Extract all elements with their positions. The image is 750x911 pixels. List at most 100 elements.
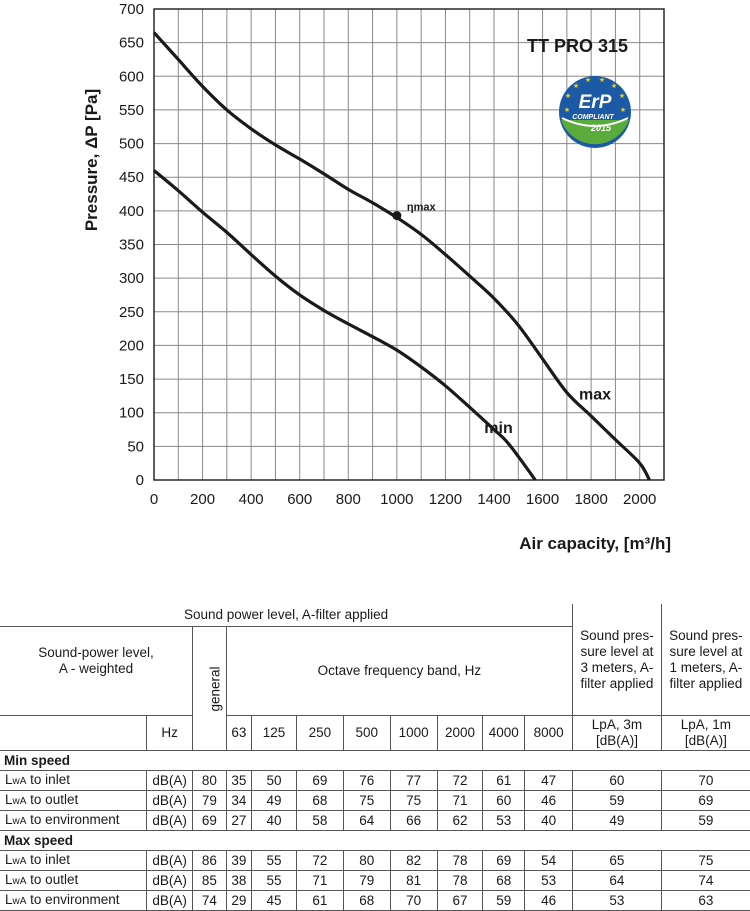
lwa-subscript: wA [12,855,27,867]
row-label: LwA to environment [0,810,148,831]
badge-year-text: 2015 [590,123,612,133]
section-title: Min speed [0,750,750,771]
band-cell: 61 [482,770,526,791]
table-row: LwA to environment dB(A) 69 27 40 58 64 66 62 53 4… [0,810,750,831]
lpa-3m-cell: 64 [572,870,662,891]
band-cell: 55 [251,870,297,891]
band-cell: 49 [251,790,297,811]
band-cell: 27 [225,810,253,831]
x-tick-labels: 0 200 400 600 800 1000 1200 1400 1600 1800 2000 [150,491,657,508]
lpa-3m-cell: 49 [572,810,662,831]
sound-power-header: Sound power level, A-filter applied [0,604,574,627]
lpa-1m-cell: 74 [660,870,750,891]
general-cell: 85 [192,870,227,891]
svg-text:★: ★ [611,82,617,90]
band-cell: 75 [389,790,438,811]
row-label-text: to inlet [26,851,70,867]
y-tick-label: 0 [136,472,144,489]
lpa-3m-cell: 53 [572,890,662,911]
band-cell: 40 [251,810,297,831]
blank-cell [0,715,148,751]
band-cell: 67 [436,890,484,911]
y-axis-title: Pressure, ΔP [Pa] [82,89,101,231]
band-cell: 58 [295,810,344,831]
lwa-symbol: L [5,871,13,887]
y-tick-label: 250 [119,304,144,321]
freq-250: 250 [295,715,344,751]
band-cell: 38 [225,870,253,891]
table-row: LwA to outlet dB(A) 85 38 55 71 79 81 78 68 53 64 74 [0,870,750,891]
svg-text:★: ★ [573,82,579,90]
band-cell: 79 [342,870,391,891]
svg-text:★: ★ [619,92,625,100]
freq-1000: 1000 [389,715,438,751]
lpa-1m-unit: LpA, 1m [dB(A)] [660,715,750,751]
band-cell: 82 [389,850,438,871]
lpa-1m-cell: 69 [660,790,750,811]
y-tick-label: 450 [119,169,144,186]
freq-2000: 2000 [436,715,484,751]
x-tick-label: 200 [190,491,215,508]
row-label-text: to environment [26,891,120,907]
band-cell: 69 [295,770,344,791]
erp-compliant-logo: ★★★ ★★★ ★ ★ ErP COMPLIANT 2015 [559,76,631,148]
band-cell: 45 [251,890,297,911]
eta-max-label: ηmax [407,202,437,214]
y-tick-label: 100 [119,405,144,422]
band-cell: 46 [524,890,574,911]
section-title: Max speed [0,830,750,851]
freq-125: 125 [251,715,297,751]
band-cell: 46 [524,790,574,811]
band-cell: 72 [295,850,344,871]
sound-level-table: Sound power level, A-filter applied Soun… [0,604,750,911]
unit-cell: dB(A) [146,870,194,891]
lpa-3m-cell: 65 [572,850,662,871]
y-tick-labels: 0 50 100 150 200 250 300 350 400 450 500 550 600 650 7… [119,1,144,489]
unit-cell: dB(A) [146,810,194,831]
band-cell: 78 [436,870,484,891]
table-row: LwA to outlet dB(A) 79 34 49 68 75 75 71 60 46 59 69 [0,790,750,811]
band-cell: 77 [389,770,438,791]
y-tick-label: 550 [119,102,144,119]
x-tick-label: 1600 [526,491,559,508]
band-cell: 78 [436,850,484,871]
lpa-1m-cell: 70 [660,770,750,791]
row-label: LwA to outlet [0,870,148,891]
lpa-3m-header: Sound pres- sure level at 3 meters, A-fi… [572,604,662,716]
band-cell: 71 [295,870,344,891]
band-cell: 53 [482,810,526,831]
row-label: LwA to inlet [0,850,148,871]
badge-sub-text: COMPLIANT [572,114,614,121]
band-cell: 71 [436,790,484,811]
svg-text:★: ★ [585,76,591,84]
x-tick-label: 0 [150,491,158,508]
unit-header: Hz [146,715,194,751]
lwa-symbol: L [5,791,13,807]
y-tick-label: 650 [119,35,144,52]
band-cell: 54 [524,850,574,871]
band-cell: 35 [225,770,253,791]
lpa-1m-cell: 63 [660,890,750,911]
section-row: Max speed [0,830,750,851]
lwa-subscript: wA [12,775,27,787]
freq-63: 63 [225,715,253,751]
freq-500: 500 [342,715,391,751]
row-label-text: to inlet [26,771,70,787]
band-cell: 75 [342,790,391,811]
band-cell: 66 [389,810,438,831]
lwa-subscript: wA [12,795,27,807]
chart-axes [153,8,665,481]
band-cell: 68 [342,890,391,911]
general-header-text: general [207,665,223,712]
band-cell: 34 [225,790,253,811]
row-label: LwA to inlet [0,770,148,791]
unit-cell: dB(A) [146,790,194,811]
band-cell: 59 [482,890,526,911]
row-label-text: to outlet [26,791,79,807]
curve-min [152,169,537,481]
curve-max [152,31,651,481]
band-cell: 69 [482,850,526,871]
lwa-subscript: wA [12,875,27,887]
band-cell: 68 [295,790,344,811]
lwa-subscript: wA [12,895,27,907]
